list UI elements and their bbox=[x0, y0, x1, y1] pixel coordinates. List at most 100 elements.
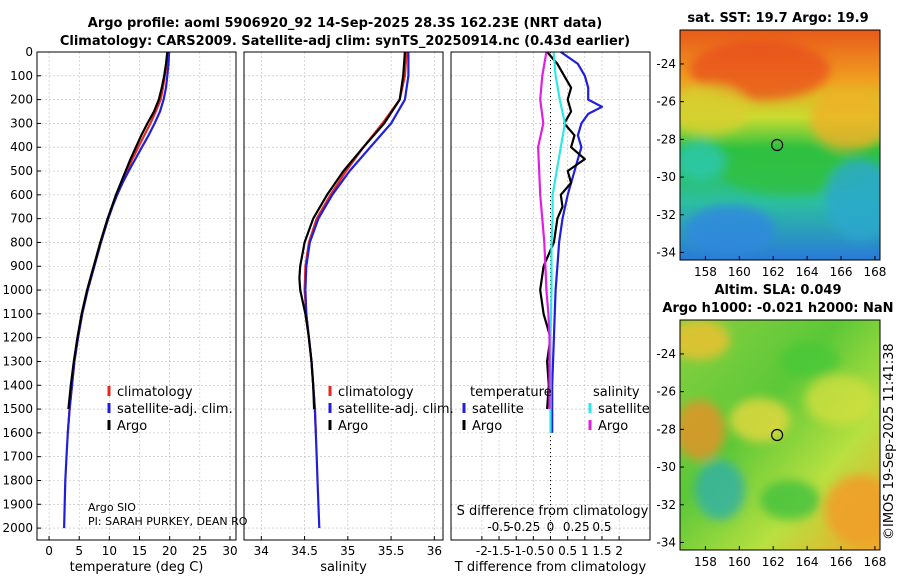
series-line-temperature-satellite bbox=[551, 51, 604, 433]
sla-argo-location-marker bbox=[771, 428, 784, 442]
y-tick-label: 100 bbox=[10, 69, 33, 83]
y-tick-label: 800 bbox=[10, 235, 33, 249]
x-tick-label: 1 bbox=[581, 544, 589, 558]
y-tick-label: 1800 bbox=[2, 473, 33, 487]
secondary-x-tick-label: -0.25 bbox=[509, 520, 540, 534]
series-line-temperature-argo bbox=[539, 51, 586, 410]
sst-map-frame bbox=[679, 29, 881, 261]
x-axis-label: T difference from climatology bbox=[454, 560, 647, 575]
map-y-tick-label: -26 bbox=[656, 95, 676, 109]
x-tick-label: 0 bbox=[547, 544, 555, 558]
map-y-tick-label: -28 bbox=[656, 132, 676, 146]
legend-label-temperature-satellite: satellite bbox=[472, 402, 524, 417]
series-line-satellite-adj-clim bbox=[304, 52, 410, 529]
map-y-tick-label: -30 bbox=[656, 460, 676, 474]
secondary-x-axis-label: S difference from climatology bbox=[457, 504, 649, 519]
map-x-tick-label: 160 bbox=[728, 265, 751, 279]
y-tick-label: 1500 bbox=[2, 402, 33, 416]
y-tick-label: 1000 bbox=[2, 283, 33, 297]
legend-label-satellite-adj-clim: satellite-adj. clim. bbox=[338, 402, 454, 417]
map-y-tick-label: -34 bbox=[656, 535, 676, 549]
y-tick-label: 1300 bbox=[2, 354, 33, 368]
map-y-tick-label: -34 bbox=[656, 245, 676, 259]
x-axis-label: temperature (deg C) bbox=[70, 560, 204, 575]
y-tick-label: 1900 bbox=[2, 497, 33, 511]
difference-panel: -2 -1.5 -1 -0.5 0 0.5 1 1.5 2T difference from c… bbox=[450, 51, 651, 575]
map-y-tick-label: -26 bbox=[656, 385, 676, 399]
series-line-salinity-argo bbox=[536, 51, 551, 410]
legend-label-temperature-argo: Argo bbox=[472, 419, 502, 434]
temperature-panel: 0100200300400500600700800900100011001200… bbox=[2, 45, 237, 575]
x-tick-label: 0.5 bbox=[558, 544, 577, 558]
figure-title-line2: Climatology: CARS2009. Satellite-adj cli… bbox=[60, 34, 630, 49]
x-tick-label: 34 bbox=[254, 544, 269, 558]
y-tick-label: 1600 bbox=[2, 426, 33, 440]
y-tick-label: 600 bbox=[10, 188, 33, 202]
legend-group-title: salinity bbox=[593, 385, 640, 400]
x-tick-label: -1 bbox=[510, 544, 522, 558]
timestamp: ©IMOS 19-Sep-2025 11:41:38 bbox=[882, 343, 897, 540]
x-tick-label: 5 bbox=[75, 544, 83, 558]
series-line-salinity-satellite bbox=[549, 51, 567, 433]
map-y-tick-label: -28 bbox=[656, 422, 676, 436]
secondary-x-tick-label: 0 bbox=[547, 520, 555, 534]
secondary-x-tick-label: 0.25 bbox=[563, 520, 590, 534]
y-tick-label: 900 bbox=[10, 259, 33, 273]
x-tick-label: 20 bbox=[162, 544, 177, 558]
x-tick-label: 36 bbox=[427, 544, 442, 558]
sst-map-title: sat. SST: 19.7 Argo: 19.9 bbox=[687, 11, 868, 26]
map-x-tick-label: 160 bbox=[728, 555, 751, 569]
map-y-tick-label: -24 bbox=[656, 57, 676, 71]
x-tick-label: -0.5 bbox=[522, 544, 545, 558]
map-y-tick-label: -32 bbox=[656, 498, 676, 512]
x-tick-label: 10 bbox=[102, 544, 117, 558]
y-tick-label: 2000 bbox=[2, 521, 33, 535]
sst-map: 158 160 162 164 166 168 -24 -26 -28 -30 -32 -34 bbox=[656, 29, 886, 279]
legend-group-title: temperature bbox=[470, 385, 552, 400]
map-x-tick-label: 164 bbox=[796, 265, 819, 279]
salinity-panel: 34 34.5 35 35.5 36 salinity climatology satelli… bbox=[243, 51, 454, 575]
sla-map-frame bbox=[679, 319, 881, 551]
map-x-tick-label: 162 bbox=[762, 265, 785, 279]
map-x-tick-label: 158 bbox=[694, 265, 717, 279]
legend-label-salinity-satellite: satellite bbox=[598, 402, 650, 417]
x-tick-label: 34.5 bbox=[291, 544, 318, 558]
map-x-tick-label: 162 bbox=[762, 555, 785, 569]
x-tick-label: 35 bbox=[340, 544, 355, 558]
map-x-tick-label: 168 bbox=[863, 555, 886, 569]
plot-frame bbox=[450, 51, 651, 541]
x-tick-label: 15 bbox=[132, 544, 147, 558]
map-x-tick-label: 166 bbox=[830, 555, 853, 569]
secondary-x-tick-label: 0.5 bbox=[592, 520, 611, 534]
legend-label-satellite-adj-clim: satellite-adj. clim. bbox=[117, 402, 233, 417]
x-tick-label: 0 bbox=[45, 544, 53, 558]
y-tick-label: 200 bbox=[10, 93, 33, 107]
y-tick-label: 1400 bbox=[2, 378, 33, 392]
x-tick-label: -1.5 bbox=[487, 544, 510, 558]
sla-map-title-line2: Argo h1000: -0.021 h2000: NaN bbox=[662, 301, 893, 316]
series-line-argo bbox=[298, 51, 406, 410]
series-line-argo bbox=[67, 51, 169, 410]
legend-label-climatology: climatology bbox=[117, 385, 193, 400]
sla-map-title-line1: Altim. SLA: 0.049 bbox=[715, 283, 842, 298]
map-y-tick-label: -30 bbox=[656, 170, 676, 184]
y-tick-label: 1200 bbox=[2, 331, 33, 345]
x-tick-label: 35.5 bbox=[378, 544, 405, 558]
x-tick-label: 1.5 bbox=[592, 544, 611, 558]
y-tick-label: 300 bbox=[10, 116, 33, 130]
credit-institution: Argo SIO bbox=[88, 501, 136, 514]
x-tick-label: 25 bbox=[192, 544, 207, 558]
plot-frame bbox=[36, 51, 237, 541]
legend-label-argo: Argo bbox=[117, 419, 147, 434]
secondary-x-tick-label: -0.5 bbox=[487, 520, 510, 534]
y-tick-label: 1700 bbox=[2, 450, 33, 464]
map-y-tick-label: -24 bbox=[656, 347, 676, 361]
y-tick-label: 500 bbox=[10, 164, 33, 178]
x-tick-label: 2 bbox=[615, 544, 623, 558]
legend-label-salinity-argo: Argo bbox=[598, 419, 628, 434]
map-x-tick-label: 166 bbox=[830, 265, 853, 279]
x-tick-label: -2 bbox=[476, 544, 488, 558]
map-x-tick-label: 158 bbox=[694, 555, 717, 569]
credit-pi: PI: SARAH PURKEY, DEAN RO bbox=[88, 515, 248, 528]
